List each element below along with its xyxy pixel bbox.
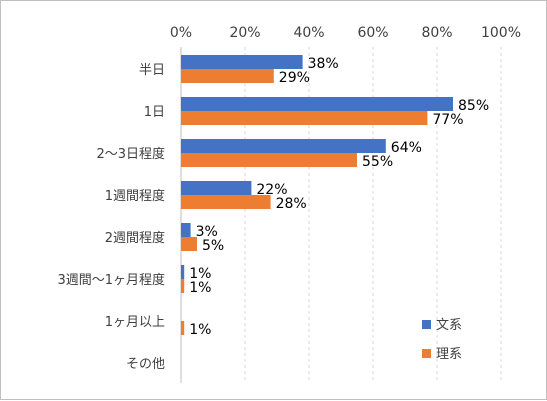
legend-label: 文系	[436, 318, 462, 333]
data-label: 1%	[189, 266, 211, 282]
bar-rikei	[181, 195, 271, 209]
legend-swatch	[422, 349, 431, 358]
data-label: 22%	[256, 182, 287, 198]
data-label: 5%	[202, 238, 224, 254]
bar-rikei	[181, 321, 185, 335]
category-label: 半日	[139, 63, 165, 78]
category-label: 2週間程度	[105, 230, 165, 246]
bar-rikei	[181, 153, 357, 167]
category-label: 3週間〜1ヶ月程度	[57, 272, 165, 288]
category-label: 1日	[144, 105, 165, 120]
legend-swatch	[422, 320, 431, 329]
category-label: 1週間程度	[105, 188, 165, 204]
category-label: 1ヶ月以上	[105, 315, 165, 330]
bar-rikei	[181, 279, 185, 293]
bar-rikei	[181, 111, 428, 125]
category-label: 2〜3日程度	[96, 146, 165, 162]
data-labels: 38%85%64%22%3%1%29%77%55%28%5%1%1%	[189, 56, 489, 338]
x-tick-label: 100%	[481, 25, 521, 41]
bar-bunkei	[181, 139, 386, 153]
data-label: 38%	[308, 56, 339, 72]
data-label: 28%	[276, 196, 307, 212]
bar-rikei	[181, 69, 274, 83]
x-tick-label: 80%	[421, 25, 452, 41]
bar-bunkei	[181, 55, 303, 69]
x-tick-label: 20%	[229, 25, 260, 41]
bar-bunkei	[181, 265, 185, 279]
category-label: その他	[126, 357, 165, 372]
data-label: 29%	[279, 70, 310, 86]
bar-rikei	[181, 237, 197, 251]
bar-bunkei	[181, 223, 191, 237]
x-axis-ticks: 0% 20% 40% 60% 80% 100%	[170, 25, 521, 41]
data-label: 64%	[391, 140, 422, 156]
data-label: 55%	[362, 154, 393, 170]
data-label: 3%	[196, 224, 218, 240]
x-tick-label: 40%	[293, 25, 324, 41]
data-label: 1%	[189, 280, 211, 296]
legend-label: 理系	[436, 347, 462, 362]
x-tick-label: 0%	[170, 25, 192, 41]
x-tick-label: 60%	[357, 25, 388, 41]
bar-bunkei	[181, 97, 453, 111]
bars	[181, 55, 453, 335]
data-label: 1%	[189, 322, 211, 338]
bar-bunkei	[181, 181, 252, 195]
data-label: 85%	[458, 98, 489, 114]
data-label: 77%	[432, 112, 463, 128]
